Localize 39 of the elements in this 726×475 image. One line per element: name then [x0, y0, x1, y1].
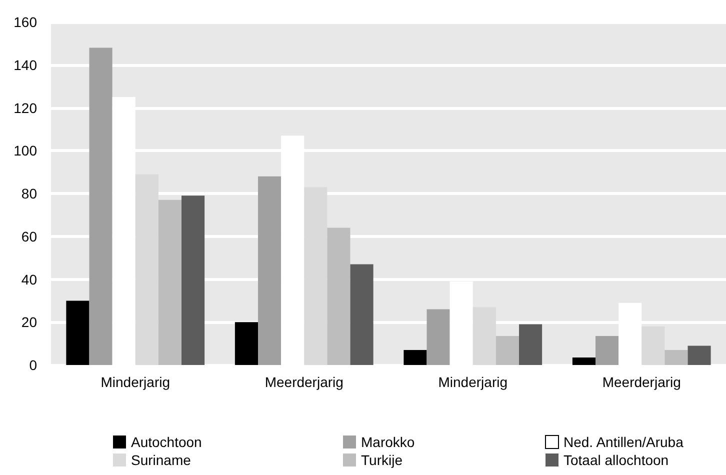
y-tick-label: 20 — [21, 314, 38, 330]
legend-label: Autochtoon — [131, 434, 202, 450]
y-tick-label: 0 — [29, 357, 38, 373]
bar — [642, 326, 665, 365]
bar — [182, 196, 205, 365]
legend-label: Totaal allochtoon — [564, 452, 669, 468]
bar — [688, 346, 711, 365]
x-tick-label: Minderjarig — [438, 374, 508, 390]
y-tick-label: 120 — [14, 100, 38, 116]
x-tick-label: Minderjarig — [100, 374, 170, 390]
x-tick-label: Meerderjarig — [602, 374, 681, 390]
bar — [572, 357, 596, 365]
y-tick-label: 100 — [14, 142, 38, 159]
bar — [404, 350, 427, 365]
bar — [258, 176, 282, 365]
legend-label: Turkije — [361, 452, 403, 468]
bar — [66, 300, 90, 365]
bar — [664, 350, 688, 365]
bar — [304, 187, 328, 365]
y-tick-label: 40 — [21, 271, 38, 288]
bar — [135, 174, 158, 365]
y-tick-label: 160 — [14, 14, 38, 30]
bar — [496, 336, 519, 365]
bar — [472, 307, 496, 365]
legend-label: Ned. Antillen/Aruba — [564, 434, 684, 450]
y-tick-label: 80 — [21, 186, 38, 202]
bar — [158, 200, 182, 365]
y-tick-label: 140 — [14, 56, 38, 73]
bar — [234, 322, 258, 365]
bar — [89, 48, 112, 365]
bar — [327, 228, 350, 365]
y-tick-label: 60 — [21, 228, 38, 244]
bar — [596, 336, 619, 365]
bar — [350, 264, 374, 365]
bar — [426, 309, 450, 365]
legend-label: Suriname — [131, 452, 192, 468]
legend-label: Marokko — [361, 434, 415, 450]
bar — [519, 324, 542, 365]
x-tick-label: Meerderjarig — [264, 374, 344, 390]
